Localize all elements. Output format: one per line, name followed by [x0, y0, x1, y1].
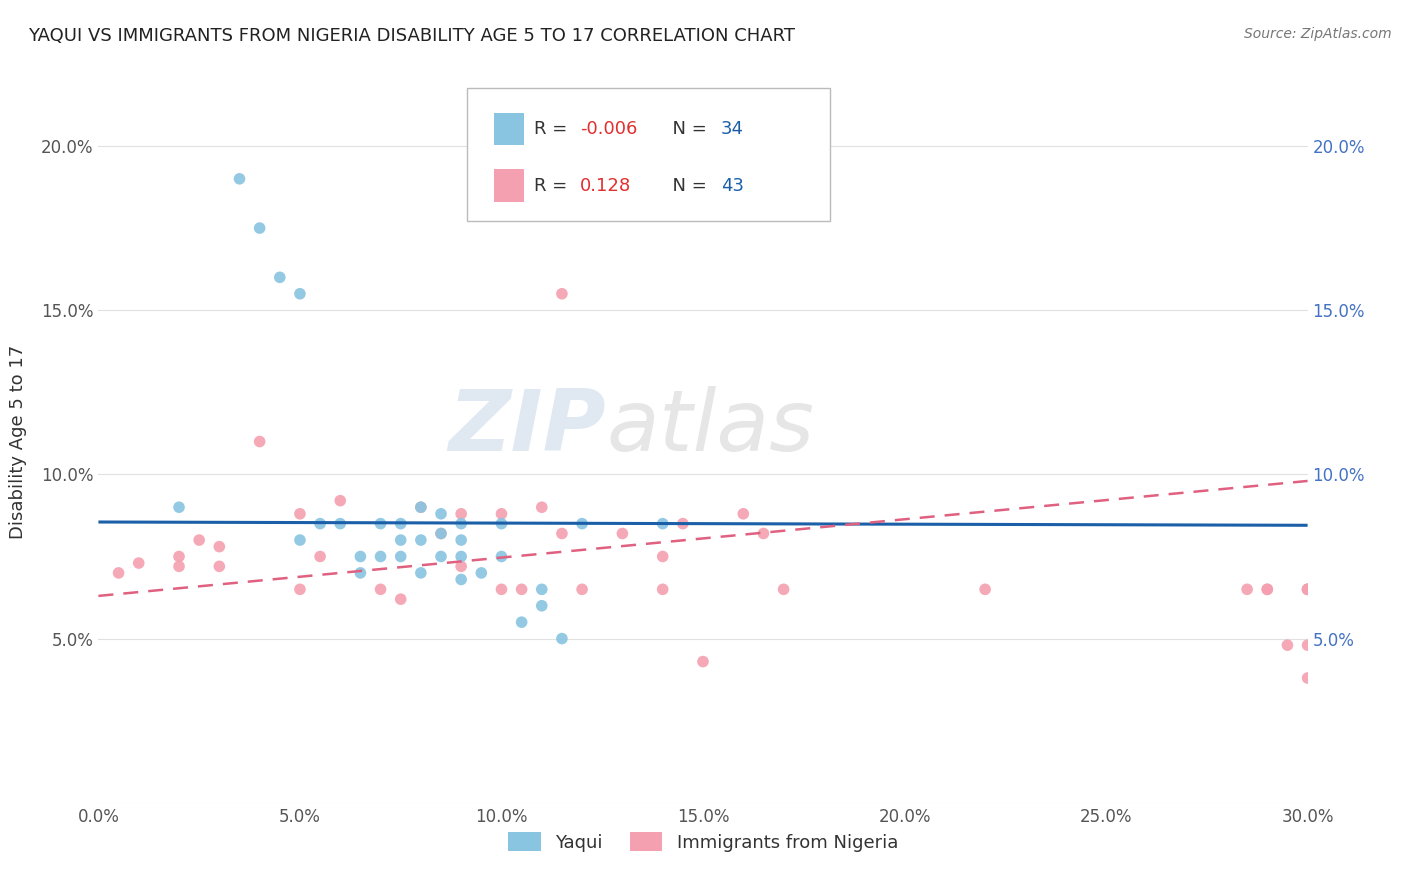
Point [430, 507, 453, 521]
Point [409, 500, 432, 515]
Bar [494, 169, 524, 202]
Point [551, 286, 574, 301]
Point [269, 270, 291, 285]
Text: YAQUI VS IMMIGRANTS FROM NIGERIA DISABILITY AGE 5 TO 17 CORRELATION CHART: YAQUI VS IMMIGRANTS FROM NIGERIA DISABIL… [28, 27, 796, 45]
Point [530, 500, 553, 515]
Point [329, 493, 352, 508]
Point [188, 533, 211, 547]
Point [349, 549, 371, 564]
Point [288, 533, 311, 547]
Point [107, 566, 129, 580]
Point [1296, 582, 1319, 597]
Point [974, 582, 997, 597]
Point [370, 549, 392, 564]
Text: -0.006: -0.006 [579, 120, 637, 138]
Point [228, 171, 250, 186]
Point [249, 221, 271, 235]
Point [651, 549, 673, 564]
Point [309, 516, 332, 531]
Point [1296, 638, 1319, 652]
Text: N =: N = [661, 120, 713, 138]
Point [370, 582, 392, 597]
Point [1256, 582, 1278, 597]
Point [128, 556, 150, 570]
Text: ZIP: ZIP [449, 385, 606, 468]
Text: Source: ZipAtlas.com: Source: ZipAtlas.com [1244, 27, 1392, 41]
Point [409, 533, 432, 547]
Point [612, 526, 634, 541]
Text: R =: R = [534, 177, 572, 194]
Point [450, 507, 472, 521]
Bar [494, 112, 524, 145]
Point [1256, 582, 1278, 597]
Point [167, 559, 190, 574]
Point [208, 559, 231, 574]
Point [288, 507, 311, 521]
Point [530, 599, 553, 613]
Point [1296, 582, 1319, 597]
Text: 0.128: 0.128 [579, 177, 631, 194]
Legend: Yaqui, Immigrants from Nigeria: Yaqui, Immigrants from Nigeria [501, 825, 905, 859]
Text: 34: 34 [721, 120, 744, 138]
Point [510, 615, 533, 630]
Point [389, 592, 412, 607]
Point [491, 549, 513, 564]
Point [430, 549, 453, 564]
Point [370, 516, 392, 531]
Point [450, 516, 472, 531]
Point [551, 526, 574, 541]
Point [651, 516, 673, 531]
Point [389, 516, 412, 531]
Text: N =: N = [661, 177, 713, 194]
Point [450, 573, 472, 587]
Point [1236, 582, 1258, 597]
Point [1296, 671, 1319, 685]
Point [672, 516, 695, 531]
Point [530, 582, 553, 597]
Point [409, 500, 432, 515]
Point [491, 516, 513, 531]
Point [1277, 638, 1299, 652]
Point [733, 507, 755, 521]
FancyBboxPatch shape [467, 87, 830, 221]
Point [651, 582, 673, 597]
Text: atlas: atlas [606, 385, 814, 468]
Point [752, 526, 775, 541]
Point [450, 533, 472, 547]
Point [491, 507, 513, 521]
Point [470, 566, 492, 580]
Y-axis label: Disability Age 5 to 17: Disability Age 5 to 17 [10, 344, 27, 539]
Point [430, 526, 453, 541]
Point [167, 549, 190, 564]
Point [450, 559, 472, 574]
Point [389, 533, 412, 547]
Point [249, 434, 271, 449]
Point [309, 549, 332, 564]
Point [288, 582, 311, 597]
Point [692, 655, 714, 669]
Point [571, 582, 593, 597]
Text: 43: 43 [721, 177, 744, 194]
Point [409, 566, 432, 580]
Point [510, 582, 533, 597]
Point [288, 286, 311, 301]
Point [167, 500, 190, 515]
Point [772, 582, 794, 597]
Point [349, 566, 371, 580]
Point [1296, 582, 1319, 597]
Text: R =: R = [534, 120, 572, 138]
Point [329, 516, 352, 531]
Point [491, 582, 513, 597]
Point [551, 632, 574, 646]
Point [389, 549, 412, 564]
Point [450, 549, 472, 564]
Point [208, 540, 231, 554]
Point [571, 516, 593, 531]
Point [430, 526, 453, 541]
